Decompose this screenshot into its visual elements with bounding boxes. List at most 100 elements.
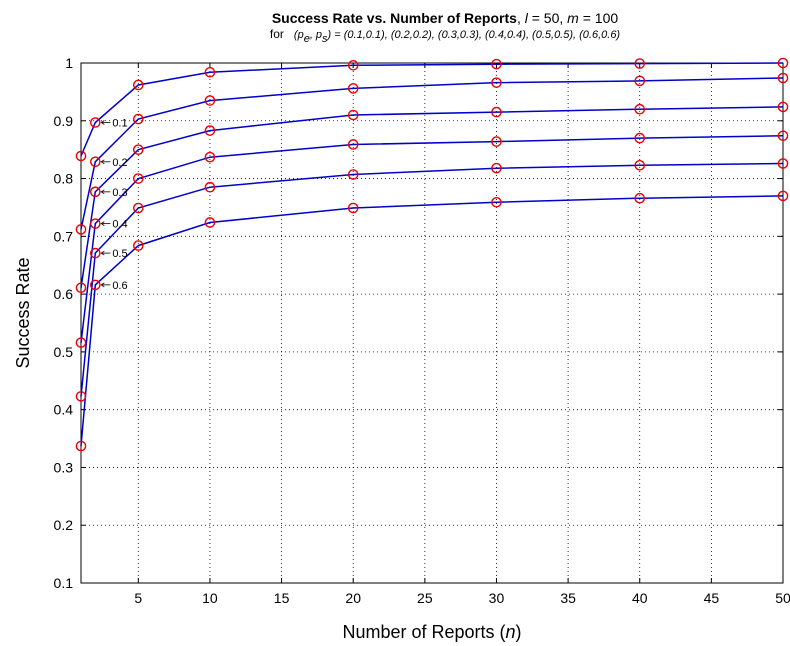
- series-line-6: [80, 195, 784, 447]
- series-4-point: [777, 130, 789, 142]
- series-annotation-label: 0.6: [112, 280, 127, 292]
- series-5-point: [491, 162, 502, 174]
- title-m-var: m: [567, 10, 579, 26]
- series-lines: [80, 62, 784, 447]
- x-tick-label: 20: [345, 590, 361, 606]
- series-markers: [75, 57, 789, 452]
- series-4-point: [133, 173, 144, 184]
- annotation-arrowhead: [100, 159, 105, 165]
- series-line-2: [80, 77, 784, 230]
- series-3-point: [777, 101, 789, 113]
- series-2-point: [491, 77, 502, 88]
- series-6-point: [204, 217, 216, 228]
- series-line-4: [80, 135, 784, 343]
- x-tick-label: 30: [489, 590, 505, 606]
- y-tick-label: 0.1: [54, 575, 74, 591]
- series-2-point: [204, 95, 216, 106]
- series-2-point: [133, 113, 144, 125]
- series-annotation-label: 0.1: [112, 118, 127, 130]
- series-4-point: [634, 132, 646, 144]
- subtitle-params-post: ) = (0.1,0.1), (0.2,0.2), (0.3,0.3), (0.…: [326, 29, 621, 41]
- y-tick-label: 0.6: [54, 286, 74, 302]
- series-2-point: [634, 75, 646, 87]
- series-6-point: [133, 240, 144, 251]
- annotation-arrowhead: [100, 189, 105, 195]
- annotation-arrowhead: [100, 282, 105, 288]
- grid: [81, 63, 783, 583]
- ticks: 5 10 15 20 25 30 35 40 45 50 0.1 0.2 0.3 0.4 0.5 0.6 0.7…: [54, 55, 790, 606]
- annotation-arrowhead: [100, 120, 105, 125]
- title-l-val: = 50,: [528, 10, 567, 26]
- y-tick-label: 0.9: [54, 113, 74, 129]
- series-3-point: [133, 144, 144, 155]
- series-5-point: [777, 158, 789, 169]
- series-6-point: [634, 192, 646, 204]
- series-annotation-label: 0.4: [112, 219, 127, 231]
- subtitle-params-mid: , p: [310, 29, 322, 41]
- series-1-point: [491, 58, 502, 70]
- series-2-point: [90, 156, 101, 168]
- subtitle-prefix: for: [270, 27, 284, 41]
- series-1-point: [634, 58, 646, 69]
- series-5-point: [90, 247, 101, 259]
- x-tick-label: 5: [134, 590, 142, 606]
- series-4-point: [347, 139, 359, 150]
- chart-title: Success Rate vs. Number of Reports, l = …: [272, 10, 619, 26]
- series-1-point: [90, 117, 101, 128]
- series-6-point: [777, 190, 789, 202]
- series-5-point: [75, 391, 87, 402]
- title-bold-part: Success Rate vs. Number of Reports: [272, 10, 517, 26]
- series-annotation-label: 0.3: [112, 187, 127, 199]
- series-6-point: [75, 440, 87, 452]
- x-tick-label: 25: [417, 590, 433, 606]
- annotation-arrowhead: [100, 221, 105, 226]
- series-line-5: [80, 162, 784, 397]
- series-1-point: [204, 66, 216, 78]
- series-1-point: [347, 60, 359, 71]
- x-tick-label: 35: [560, 590, 576, 606]
- series-4-point: [491, 136, 502, 147]
- series-annotation-label: 0.5: [112, 248, 127, 260]
- series-2-point: [777, 72, 789, 84]
- annotations: 0.1 0.2 0.3 0.4 0.5 0.6: [100, 118, 128, 292]
- y-axis-label: Success Rate: [13, 257, 33, 368]
- x-axis-label-post: ): [516, 622, 522, 642]
- y-tick-label: 0.8: [54, 171, 74, 187]
- series-2-point: [347, 83, 359, 94]
- x-tick-label: 40: [632, 590, 648, 606]
- subtitle-sub-s: s: [322, 33, 328, 45]
- plot-area: [80, 62, 784, 584]
- series-1-point: [133, 79, 144, 91]
- series-5-point: [204, 181, 216, 193]
- title-l-var: l: [525, 10, 529, 26]
- series-3-point: [491, 106, 502, 118]
- x-tick-label: 15: [274, 590, 290, 606]
- x-axis-label-var: n: [506, 622, 516, 642]
- series-4-point: [90, 218, 101, 229]
- y-tick-label: 0.4: [54, 402, 74, 418]
- series-3-point: [204, 125, 216, 136]
- series-1-point: [777, 57, 789, 69]
- series-line-3: [80, 106, 784, 288]
- series-5-point: [133, 202, 144, 214]
- title-m-val: = 100: [579, 10, 619, 26]
- series-3-point: [347, 109, 359, 121]
- series-6-point: [347, 202, 359, 214]
- x-tick-label: 10: [202, 590, 218, 606]
- subtitle-sub-e: e: [304, 33, 310, 45]
- x-tick-label: 50: [775, 590, 790, 606]
- series-6-point: [90, 279, 101, 291]
- subtitle-params-pre: (p: [294, 29, 304, 41]
- y-tick-label: 0.2: [54, 517, 74, 533]
- series-5-point: [347, 169, 359, 180]
- x-axis-label: Number of Reports (n): [342, 622, 521, 642]
- series-1-point: [75, 150, 87, 162]
- series-6-point: [491, 196, 502, 208]
- series-line-1: [80, 62, 784, 157]
- series-4-point: [204, 151, 216, 163]
- series-3-point: [634, 103, 646, 115]
- title-sep: ,: [517, 10, 525, 26]
- series-2-point: [75, 224, 87, 235]
- y-tick-label: 1: [65, 55, 73, 71]
